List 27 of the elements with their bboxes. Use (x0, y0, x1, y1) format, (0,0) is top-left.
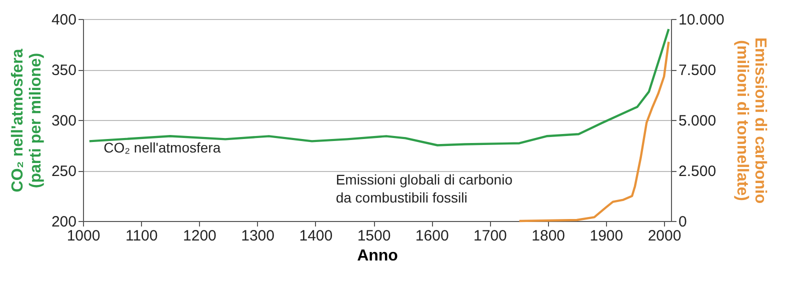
x-tick-label: 1100 (125, 228, 158, 244)
x-tick-label: 1900 (590, 228, 624, 244)
x-tick-label: 1800 (532, 228, 566, 244)
line-series (518, 40, 670, 222)
series-label: CO₂ nell'atmosfera (104, 139, 221, 156)
x-tick-label: 1500 (357, 228, 391, 244)
y2-tick-label: 2.500 (678, 163, 716, 180)
series-label: Emissioni globali di carbonio da combustibili fossili (336, 172, 513, 206)
y-tick-label: 350 (51, 62, 76, 79)
y-tick-label: 400 (51, 12, 76, 28)
y-axis-title: CO₂ nell'atmosfera (parti per milione) (9, 48, 44, 192)
y2-tick-label: 5.000 (678, 112, 716, 130)
x-axis-title: Anno (357, 248, 398, 264)
y2-tick-label: 10.000 (678, 12, 724, 28)
x-tick-label: 1200 (183, 228, 216, 244)
y2-tick-label: 0 (678, 214, 687, 230)
x-tick-label: 1300 (241, 228, 274, 244)
x-tick-label: 2000 (648, 228, 682, 244)
x-tick-label: 1000 (66, 228, 100, 244)
y-tick-label: 250 (51, 163, 76, 180)
x-tick-label: 1700 (474, 228, 507, 244)
y-tick-label: 200 (51, 214, 76, 230)
x-tick-label: 1400 (299, 228, 333, 244)
y2-axis-title: Emissioni di carbonio (milioni di tonnellate) (733, 37, 768, 204)
y-tick-label: 300 (51, 112, 76, 130)
x-tick-label: 1600 (415, 228, 449, 244)
y2-tick-label: 7.500 (678, 62, 716, 79)
